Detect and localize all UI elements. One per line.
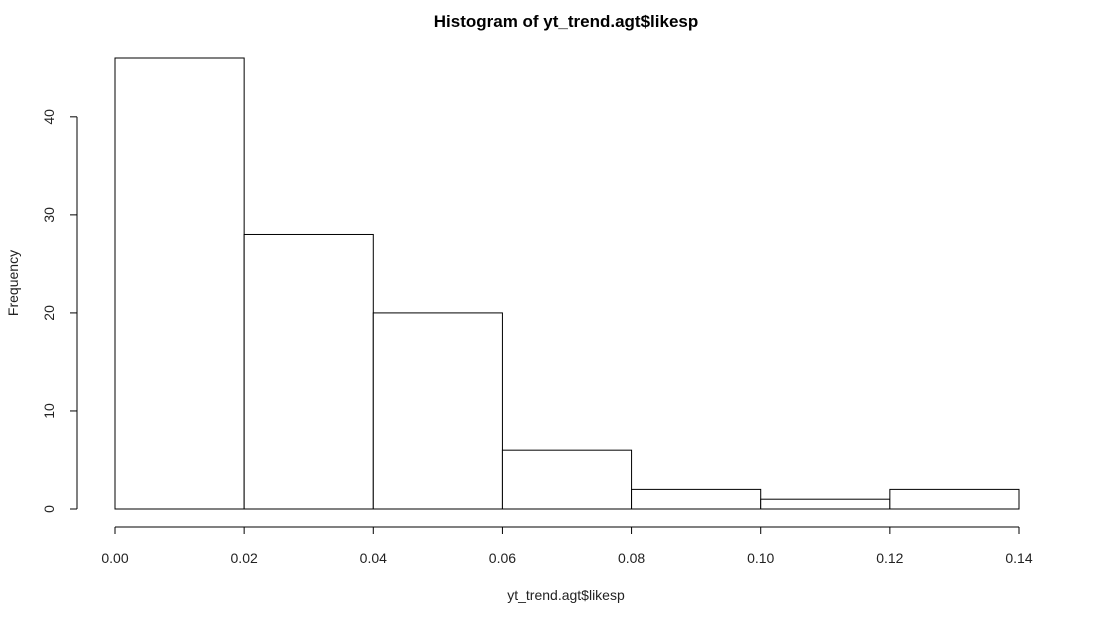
histogram-bar-2 [372,312,503,510]
chart-title: Histogram of yt_trend.agt$likesp [434,12,699,31]
histogram-bar-0 [114,57,245,510]
y-tick-label: 0 [41,505,57,513]
x-tick-label: 0.04 [360,550,387,566]
y-axis-label: Frequency [5,250,21,316]
histogram-bar-1 [243,233,374,510]
y-tick-label: 40 [41,109,57,125]
x-tick-label: 0.08 [618,550,645,566]
histogram-bar-5 [760,498,891,510]
y-tick-label: 30 [41,207,57,223]
x-axis-label: yt_trend.agt$likesp [507,587,625,603]
histogram-bar-4 [631,488,762,510]
bars-group [114,57,1020,510]
y-axis: 0 10 20 30 40 [41,109,78,513]
y-tick-label: 10 [41,403,57,419]
histogram-bar-3 [501,449,633,510]
x-tick-label: 0.02 [231,550,258,566]
y-tick-label: 20 [41,305,57,321]
x-tick-label: 0.06 [489,550,516,566]
histogram-bar-6 [889,488,1020,510]
x-tick-label: 0.00 [101,550,128,566]
x-tick-label: 0.10 [747,550,774,566]
x-tick-label: 0.12 [876,550,903,566]
x-axis: 0.00 0.02 0.04 0.06 0.08 0.10 0.12 0.14 [101,526,1033,566]
x-tick-label: 0.14 [1005,550,1032,566]
